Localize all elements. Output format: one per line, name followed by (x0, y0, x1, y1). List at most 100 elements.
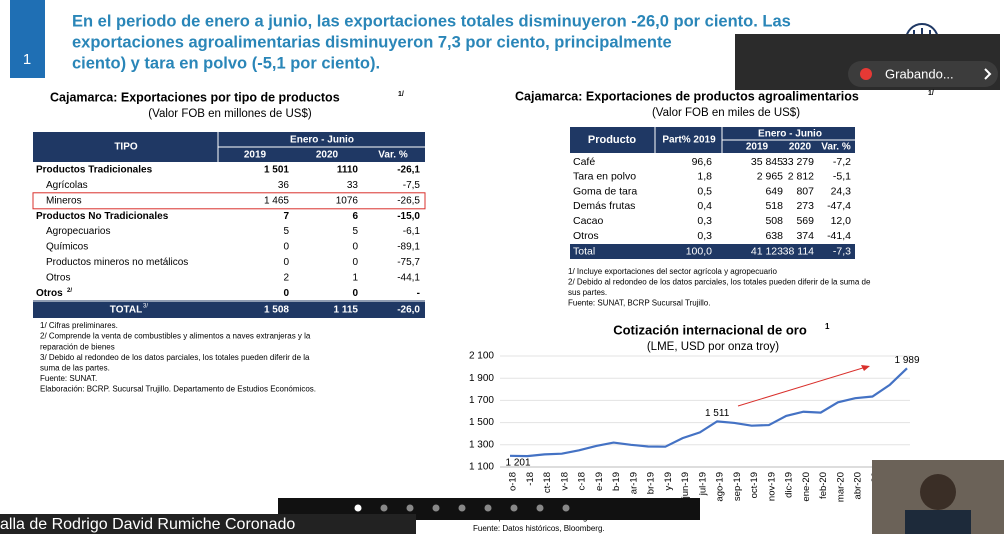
total-cell: 41 123 (751, 245, 783, 257)
pager-dot[interactable] (432, 504, 440, 512)
cell: 6 (352, 211, 358, 222)
pager-dot[interactable] (536, 504, 544, 512)
table-title: Cajamarca: Exportaciones de productos ag… (515, 89, 859, 103)
cell: 0 (352, 257, 358, 268)
pager-dot[interactable] (484, 504, 492, 512)
x-tick-label: br-19 (646, 472, 657, 494)
column-header: Enero - Junio (290, 135, 354, 146)
pager-dot[interactable] (562, 504, 570, 512)
data-label: 1 511 (705, 408, 730, 419)
x-tick-label: ago-19 (715, 472, 726, 502)
x-tick-label: y-19 (663, 472, 674, 490)
pager-dot[interactable] (406, 504, 414, 512)
row-label: Otros (573, 230, 599, 242)
x-tick-label: sep-19 (732, 472, 743, 501)
table-subtitle: (Valor FOB en millones de US$) (148, 108, 312, 120)
cell: 374 (796, 230, 814, 242)
cell: 24,3 (831, 185, 852, 197)
pager-dot[interactable] (354, 504, 362, 512)
pager-dot[interactable] (510, 504, 518, 512)
y-tick-label: 1 900 (469, 373, 494, 384)
column-header: Enero - Junio (758, 129, 822, 140)
pager-dot[interactable] (458, 504, 466, 512)
total-cell: 38 114 (783, 245, 814, 257)
data-label: 1 201 (505, 457, 530, 468)
cell: 508 (765, 215, 783, 227)
cell: 33 279 (782, 156, 814, 168)
total-cell: 1 508 (264, 305, 289, 316)
total-row (33, 302, 425, 318)
y-tick-label: 1 500 (469, 417, 494, 428)
x-tick-label: ar-19 (628, 472, 639, 494)
footnote: Fuente: Datos históricos, Bloomberg. (473, 524, 605, 533)
cell: 96,6 (692, 156, 713, 168)
column-header: Part% 2019 (662, 135, 716, 146)
cell: 33 (347, 180, 359, 191)
footnote: Fuente: SUNAT, BCRP Sucursal Trujillo. (568, 299, 710, 308)
table-title-sup: 1/ (398, 91, 404, 98)
cell: 0,3 (697, 215, 712, 227)
cell: 638 (765, 230, 783, 242)
x-tick-label: ene-20 (801, 472, 812, 502)
chart-subtitle: (LME, USD por onza troy) (647, 341, 779, 353)
cell: -41,4 (827, 230, 851, 242)
cell: 1,8 (697, 171, 712, 183)
y-tick-label: 2 100 (469, 351, 494, 362)
cell: 0 (352, 288, 358, 299)
x-tick-label: jun-19 (680, 472, 691, 499)
total-cell: -26,0 (397, 305, 420, 316)
cell: -75,7 (397, 257, 420, 268)
cell: -5,1 (833, 171, 851, 183)
column-header: Var. % (821, 142, 851, 153)
table-title-sup: 1/ (928, 90, 934, 97)
line (509, 367, 908, 458)
x-tick-label: ct-18 (542, 472, 553, 493)
cell: 2 812 (788, 171, 814, 183)
cell: -44,1 (397, 272, 420, 283)
header-line: En el periodo de enero a junio, las expo… (72, 12, 791, 30)
row-label: Productos mineros no metálicos (46, 257, 188, 268)
row-label: Café (573, 156, 595, 168)
cell: 1 465 (264, 195, 289, 206)
x-tick-label: dic-19 (784, 472, 795, 498)
x-tick-label: o-18 (508, 472, 519, 491)
x-tick-label: b-19 (611, 472, 622, 491)
cell: 273 (796, 200, 814, 212)
chart-title-sup: 1 (825, 322, 830, 331)
row-label: Productos No Tradicionales (36, 211, 169, 222)
pager-dot[interactable] (380, 504, 388, 512)
x-tick-label: abr-20 (853, 472, 864, 499)
row-label: Goma de tara (573, 185, 637, 197)
x-tick-label: mar-20 (835, 472, 846, 502)
header-line: exportaciones agroalimentarias disminuye… (72, 33, 672, 51)
cell: 12,0 (831, 215, 852, 227)
row-label: Otros (36, 288, 63, 299)
total-label: TOTAL (110, 305, 142, 316)
column-header: 2020 (789, 142, 812, 153)
total-label: Total (573, 245, 595, 257)
cell: 0,5 (697, 185, 712, 197)
footnote: 2/ Debido al redondeo de los datos parci… (568, 278, 871, 287)
total-cell: 1 115 (334, 305, 359, 316)
slide-number: 1 (23, 51, 31, 68)
total-sup: 3/ (143, 304, 148, 310)
table-subtitle: (Valor FOB en miles de US$) (652, 107, 800, 119)
column-header: 2020 (316, 150, 339, 161)
footnote: sus partes. (568, 288, 607, 297)
cell: 5 (352, 226, 358, 237)
column-header: 2019 (746, 142, 769, 153)
chart-title: Cotización internacional de oro (613, 322, 807, 337)
video-person (920, 474, 956, 510)
row-label: Cacao (573, 215, 604, 227)
cell: 569 (796, 215, 814, 227)
highlight-box (32, 192, 426, 210)
cell: -26,1 (397, 165, 420, 176)
cell: 0,4 (697, 200, 712, 212)
participant-name: alla de Rodrigo David Rumiche Coronado (0, 516, 295, 533)
cell: 1 501 (264, 165, 289, 176)
cell: -6,1 (403, 226, 421, 237)
row-label: Demás frutas (573, 200, 635, 212)
recording-pill[interactable] (848, 61, 998, 87)
x-tick-label: e-19 (594, 472, 605, 491)
